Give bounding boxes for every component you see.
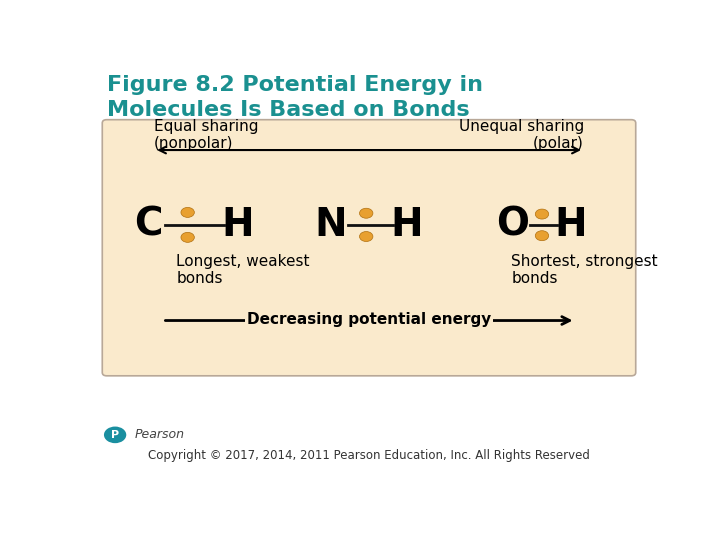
Text: P: P <box>111 430 120 440</box>
Text: Longest, weakest
bonds: Longest, weakest bonds <box>176 254 310 286</box>
Circle shape <box>535 209 549 219</box>
Text: N: N <box>315 206 347 244</box>
Text: Decreasing potential energy: Decreasing potential energy <box>247 312 491 327</box>
Text: Pearson: Pearson <box>135 428 184 441</box>
Text: O: O <box>497 206 529 244</box>
Text: Unequal sharing
(polar): Unequal sharing (polar) <box>459 119 584 151</box>
Circle shape <box>359 208 373 218</box>
Circle shape <box>535 231 549 241</box>
Text: Figure 8.2 Potential Energy in
Molecules Is Based on Bonds: Figure 8.2 Potential Energy in Molecules… <box>107 75 482 120</box>
Circle shape <box>181 207 194 218</box>
Text: Shortest, strongest
bonds: Shortest, strongest bonds <box>511 254 658 286</box>
FancyBboxPatch shape <box>102 120 636 376</box>
Text: H: H <box>554 206 588 244</box>
Text: H: H <box>391 206 423 244</box>
Text: H: H <box>222 206 254 244</box>
Circle shape <box>104 427 126 443</box>
Text: Equal sharing
(nonpolar): Equal sharing (nonpolar) <box>154 119 258 151</box>
Text: Copyright © 2017, 2014, 2011 Pearson Education, Inc. All Rights Reserved: Copyright © 2017, 2014, 2011 Pearson Edu… <box>148 449 590 462</box>
Circle shape <box>181 232 194 242</box>
Text: C: C <box>135 206 163 244</box>
Circle shape <box>359 232 373 241</box>
